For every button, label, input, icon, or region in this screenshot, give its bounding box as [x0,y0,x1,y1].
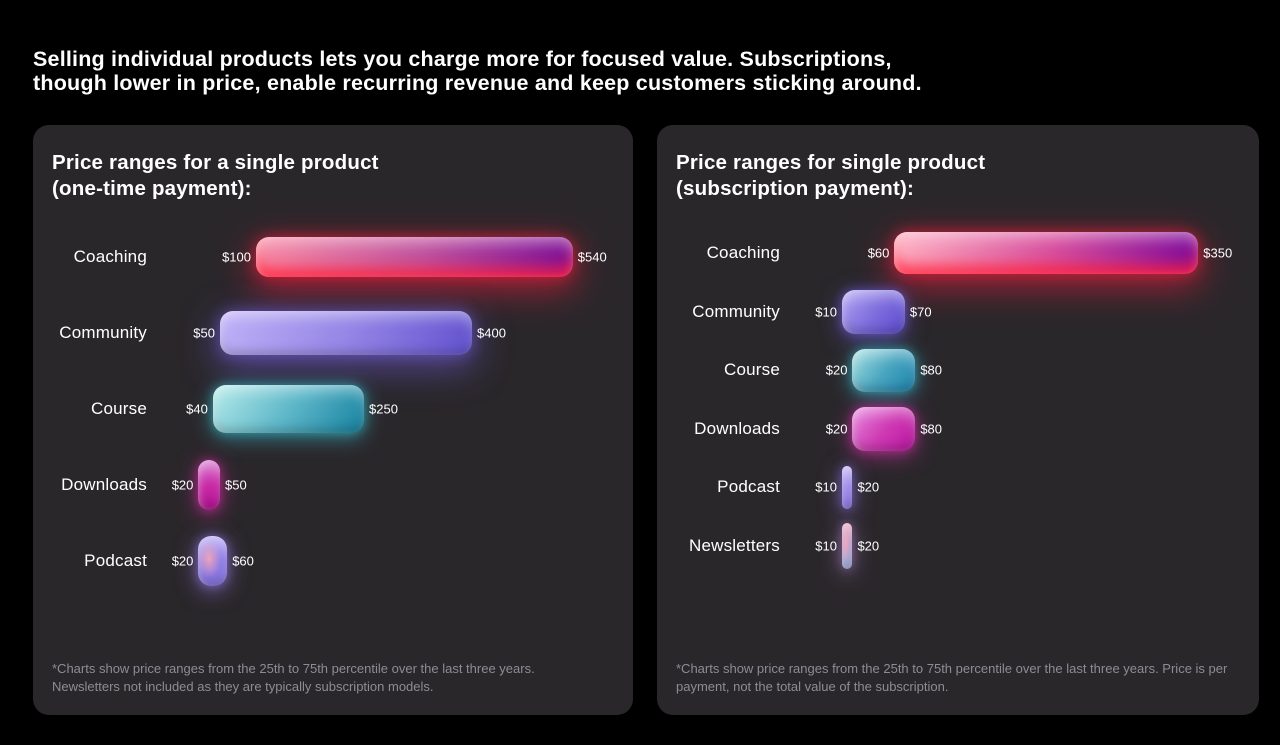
card-title: Price ranges for single product (subscri… [676,150,985,202]
footnote-line-1: *Charts show price ranges from the 25th … [52,661,535,676]
max-value-label: $20 [857,538,880,554]
range-bar [852,348,916,392]
category-label: Community [692,301,780,321]
footnote-line-2: payment, not the total value of the subs… [676,678,949,694]
category-label: Community [59,323,147,342]
chart-row: Downloads $20 $50 [33,447,633,523]
category-label: Podcast [717,477,780,497]
max-value-label: $350 [1203,245,1233,261]
footnote: *Charts show price ranges from the 25th … [52,660,614,695]
footnote-line-1: *Charts show price ranges from the 25th … [676,661,1228,676]
min-value-label: $10 [815,304,837,320]
intro-text: Selling individual products lets you cha… [33,47,922,95]
chart-row: Course $40 $250 [33,371,633,447]
min-value-label: $10 [815,538,837,554]
min-value-label: $20 [171,553,194,569]
max-value-label: $70 [909,304,932,320]
range-bar [220,311,472,355]
min-value-label: $40 [186,401,208,417]
min-value-label: $20 [825,421,848,437]
category-label: Downloads [61,475,147,494]
chart-card-onetime: Price ranges for a single product (one-t… [33,125,633,715]
max-value-label: $80 [920,421,943,437]
title-line-2: (subscription payment): [676,177,915,200]
range-bar [852,406,916,451]
range-bar [841,465,853,509]
title-line-1: Price ranges for single product [676,151,986,174]
range-bar [841,522,853,569]
range-bar [256,237,573,277]
category-label: Newsletters [688,535,780,555]
chart-rows: Coaching $60 $350 Community $10 $70 Course $20 $… [657,224,1259,575]
category-label: Course [90,399,147,418]
intro-line-1: Selling individual products lets you cha… [33,47,892,71]
chart-row: Course $20 $80 [657,341,1259,400]
chart-row: Downloads $20 $80 [657,399,1259,458]
max-value-label: $400 [477,325,506,341]
footnote-line-2: Newsletters not included as they are typ… [52,678,434,694]
max-value-label: $540 [577,249,607,265]
range-bar [841,289,905,334]
category-label: Downloads [694,418,780,438]
min-value-label: $100 [222,249,251,265]
chart-row: Newsletters $10 $20 [657,516,1259,575]
intro-line-2: though lower in price, enable recurring … [33,71,922,95]
chart-row: Podcast $10 $20 [657,458,1259,517]
card-title: Price ranges for a single product (one-t… [52,150,379,202]
max-value-label: $50 [225,477,247,493]
category-label: Coaching [706,243,780,263]
footnote: *Charts show price ranges from the 25th … [676,660,1240,695]
min-value-label: $60 [867,245,890,261]
category-label: Course [723,360,780,380]
chart-row: Coaching $60 $350 [657,224,1259,283]
range-bar [894,232,1199,275]
category-label: Coaching [73,247,147,266]
max-value-label: $20 [857,479,880,495]
range-bar [198,460,220,510]
chart-row: Coaching $100 $540 [33,219,633,295]
range-bar [212,385,364,433]
chart-row: Community $50 $400 [33,295,633,371]
category-label: Podcast [84,551,147,570]
chart-rows: Coaching $100 $540 Community $50 $400 Course $4… [33,219,633,599]
max-value-label: $60 [232,553,254,569]
min-value-label: $10 [815,479,837,495]
chart-card-subscription: Price ranges for single product (subscri… [657,125,1259,715]
max-value-label: $80 [920,362,943,378]
title-line-2: (one-time payment): [52,177,252,200]
chart-row: Community $10 $70 [657,282,1259,341]
min-value-label: $50 [193,325,215,341]
title-line-1: Price ranges for a single product [52,151,379,174]
max-value-label: $250 [369,401,398,417]
min-value-label: $20 [825,362,848,378]
range-bar [198,536,228,586]
chart-row: Podcast $20 $60 [33,523,633,599]
min-value-label: $20 [171,477,194,493]
